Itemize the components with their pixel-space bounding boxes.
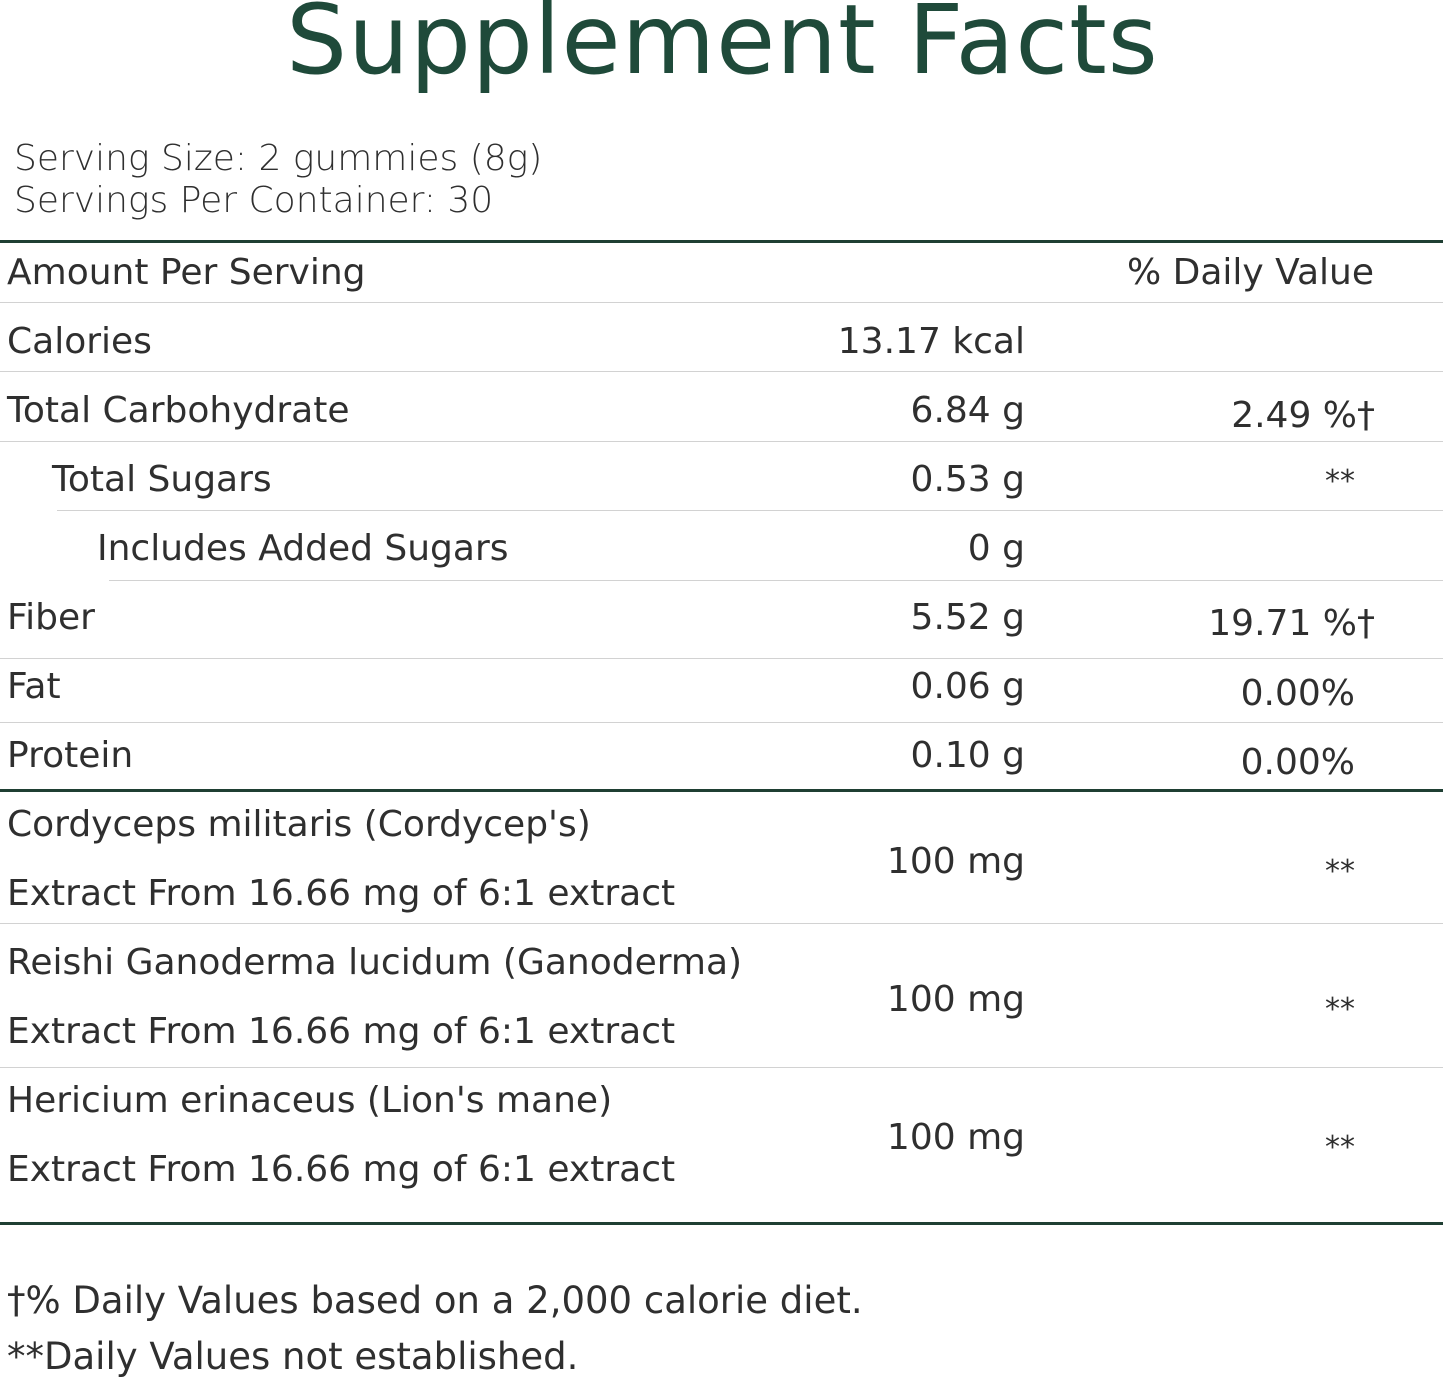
ingredient-daily-value: ** <box>1325 854 1355 889</box>
servings-per-container: Servings Per Container: 30 <box>14 180 494 221</box>
ingredient-daily-value: ** <box>1325 1130 1355 1165</box>
ingredient-name: Reishi Ganoderma lucidum (Ganoderma) <box>7 942 743 983</box>
nutrient-daily-value: 0.00% <box>1240 673 1355 714</box>
nutrient-name: Protein <box>7 735 134 776</box>
ingredient-extract: Extract From 16.66 mg of 6:1 extract <box>7 1149 676 1190</box>
nutrient-daily-value: 19.71 %† <box>1208 603 1375 644</box>
ingredient-amount: 100 mg <box>886 979 1025 1020</box>
footnote-daily-values: †% Daily Values based on a 2,000 calorie… <box>7 1279 863 1322</box>
row-divider <box>0 441 1443 442</box>
serving-size: Serving Size: 2 gummies (8g) <box>14 138 543 179</box>
nutrient-name: Includes Added Sugars <box>97 528 509 569</box>
daily-value-header: % Daily Value <box>1126 252 1374 293</box>
row-divider <box>0 302 1443 303</box>
mid-rule <box>0 789 1443 792</box>
nutrient-amount: 0.06 g <box>910 666 1025 707</box>
top-rule <box>0 240 1443 243</box>
row-divider <box>0 923 1443 924</box>
nutrient-amount: 6.84 g <box>910 390 1025 431</box>
row-divider <box>0 1067 1443 1068</box>
nutrient-name: Total Sugars <box>52 459 272 500</box>
row-divider <box>0 722 1443 723</box>
ingredient-amount: 100 mg <box>886 841 1025 882</box>
nutrient-name: Fat <box>7 666 61 707</box>
row-divider <box>57 510 1443 511</box>
bottom-rule <box>0 1222 1443 1225</box>
nutrient-amount: 0.53 g <box>910 459 1025 500</box>
ingredient-extract: Extract From 16.66 mg of 6:1 extract <box>7 1011 676 1052</box>
nutrient-amount: 5.52 g <box>910 597 1025 638</box>
nutrient-amount: 0 g <box>967 528 1025 569</box>
nutrient-name: Total Carbohydrate <box>7 390 350 431</box>
nutrient-daily-value: 2.49 %† <box>1231 395 1375 436</box>
nutrient-name: Calories <box>7 321 152 362</box>
ingredient-daily-value: ** <box>1325 992 1355 1027</box>
nutrient-amount: 0.10 g <box>910 735 1025 776</box>
nutrient-daily-value: 0.00% <box>1240 742 1355 783</box>
ingredient-amount: 100 mg <box>886 1117 1025 1158</box>
nutrient-daily-value: ** <box>1325 464 1355 499</box>
ingredient-extract: Extract From 16.66 mg of 6:1 extract <box>7 873 676 914</box>
ingredient-name: Cordyceps militaris (Cordycep's) <box>7 804 591 845</box>
row-divider <box>0 658 1443 659</box>
nutrient-name: Fiber <box>7 597 95 638</box>
footnote-not-established: **Daily Values not established. <box>7 1335 579 1378</box>
row-divider <box>109 580 1443 581</box>
amount-per-serving-header: Amount Per Serving <box>7 252 366 293</box>
panel-title: Supplement Facts <box>286 0 1159 96</box>
ingredient-name: Hericium erinaceus (Lion's mane) <box>7 1080 613 1121</box>
row-divider <box>0 371 1443 372</box>
nutrient-amount: 13.17 kcal <box>837 321 1025 362</box>
